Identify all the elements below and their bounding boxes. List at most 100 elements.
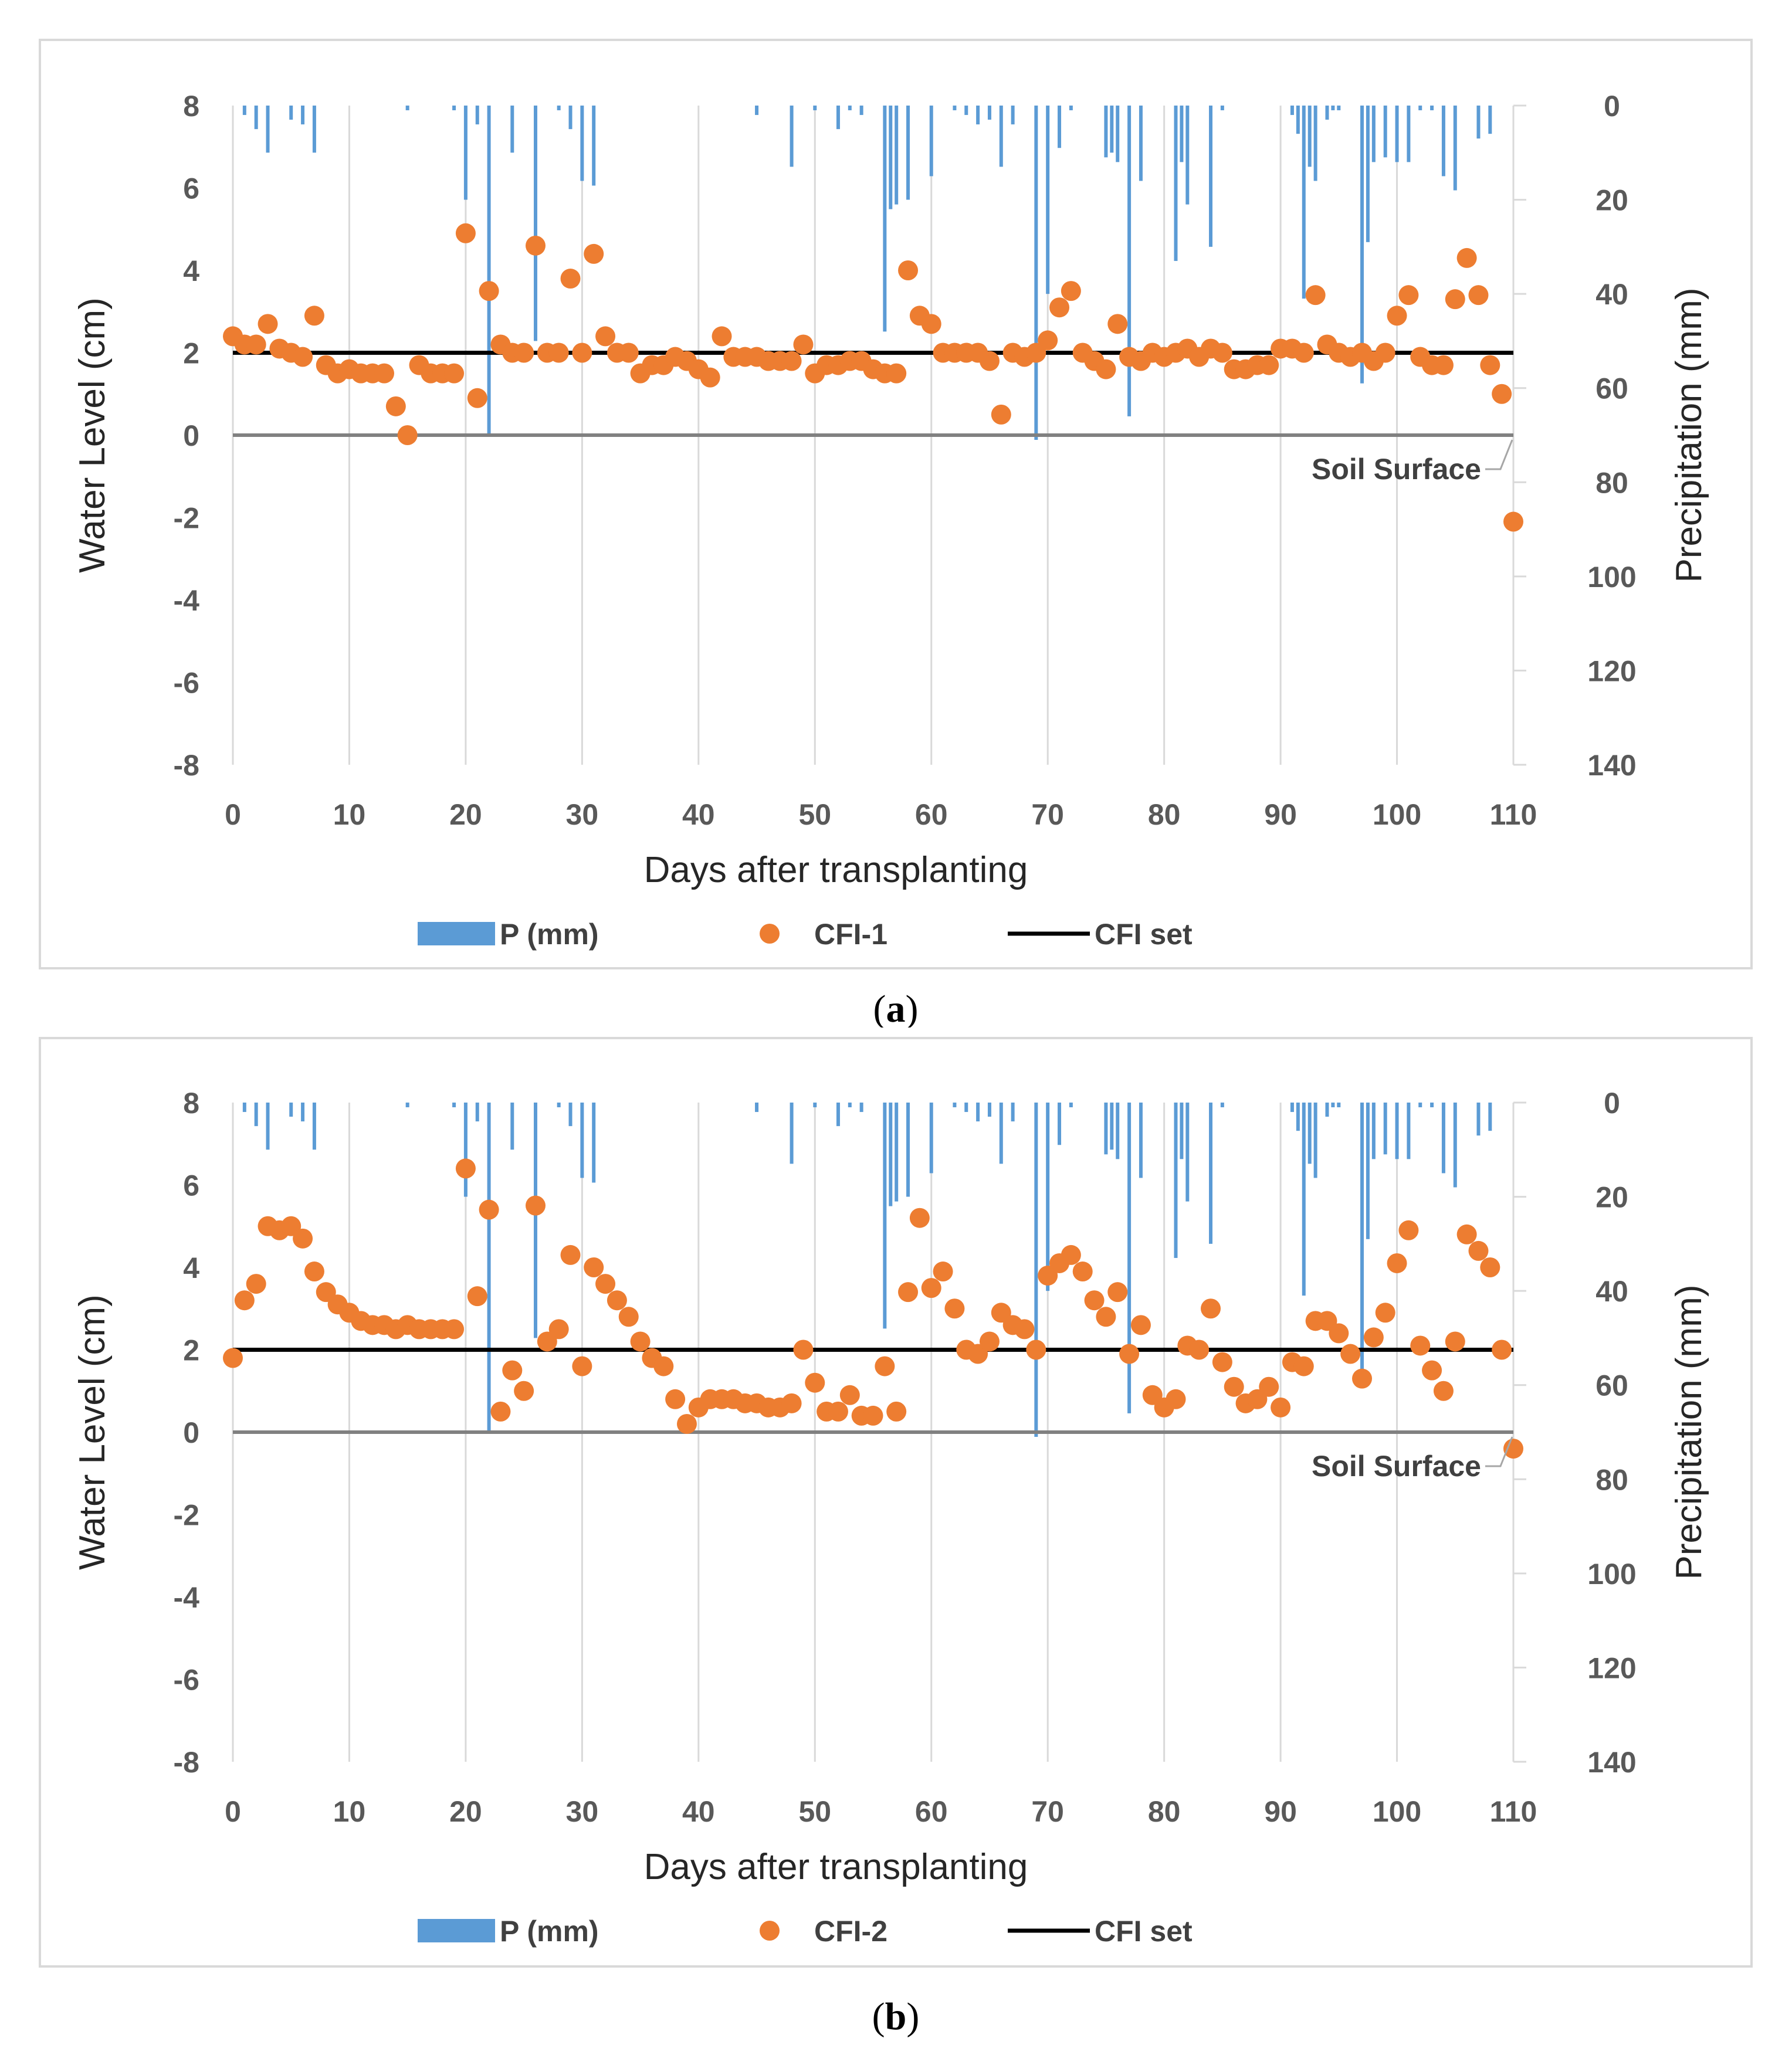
- y-tick-label: -8: [174, 1746, 199, 1779]
- data-point: [304, 1262, 324, 1282]
- precip-bar: [1331, 1103, 1335, 1108]
- data-point: [1329, 1323, 1349, 1344]
- data-point: [479, 281, 499, 301]
- y2-tick-label: 120: [1587, 655, 1636, 687]
- data-point: [1480, 355, 1500, 375]
- y2-tick-label: 0: [1604, 1087, 1620, 1120]
- data-point: [1061, 281, 1081, 301]
- precip-bar: [1104, 106, 1108, 158]
- y2-tick-label: 60: [1595, 372, 1628, 405]
- precip-bar: [1453, 106, 1457, 191]
- water-level-points: [223, 1158, 1523, 1459]
- precip-bar: [1383, 1103, 1387, 1155]
- y2-tick-label: 140: [1587, 1746, 1636, 1779]
- x-tick-label: 90: [1264, 798, 1297, 831]
- data-point: [1387, 306, 1407, 326]
- precip-bar: [1302, 106, 1306, 299]
- precip-bar: [242, 106, 246, 116]
- precip-bar: [889, 106, 893, 209]
- x-tick-label: 90: [1264, 1795, 1297, 1828]
- data-point: [700, 367, 720, 388]
- data-point: [595, 1274, 616, 1294]
- y-tick-label: 8: [183, 1087, 199, 1120]
- legend-set-label: CFI set: [1095, 1915, 1193, 1948]
- precip-bar: [964, 106, 968, 116]
- data-point: [781, 1393, 802, 1413]
- precip-bar: [1360, 106, 1364, 384]
- legend-point-label: CFI-2: [814, 1915, 887, 1948]
- precip-bar: [1313, 106, 1317, 181]
- y2-tick-label: 140: [1587, 749, 1636, 782]
- data-point: [1375, 342, 1395, 363]
- x-tick-label: 30: [566, 1795, 599, 1828]
- data-point: [548, 342, 569, 363]
- precip-bar: [557, 106, 561, 111]
- precip-bar: [1418, 1103, 1422, 1108]
- y-tick-label: 2: [183, 1334, 199, 1367]
- y2-tick-label: 60: [1595, 1369, 1628, 1402]
- precip-bar: [580, 1103, 584, 1178]
- precip-bar: [1011, 106, 1015, 125]
- precip-bar: [1180, 1103, 1184, 1159]
- legend-precip-label: P (mm): [500, 918, 599, 951]
- precip-bar: [1407, 106, 1411, 162]
- precip-bar: [889, 1103, 893, 1206]
- y-tick-label: -6: [174, 1664, 199, 1697]
- precip-bar: [1325, 106, 1329, 120]
- data-point: [584, 243, 604, 264]
- precip-bar: [1307, 1103, 1312, 1164]
- y2-tick-label: 0: [1604, 90, 1620, 123]
- data-point: [490, 1401, 511, 1422]
- data-point: [1212, 342, 1232, 363]
- precip-bar: [1430, 1103, 1434, 1108]
- water-level-points: [223, 223, 1523, 532]
- precip-bar: [1360, 1103, 1364, 1381]
- x-tick-label: 100: [1373, 1795, 1421, 1828]
- data-point: [1492, 384, 1512, 404]
- data-point: [781, 351, 802, 371]
- soil-surface-annotation: Soil Surface: [1312, 1436, 1513, 1483]
- precip-bar: [266, 106, 270, 153]
- data-point: [1072, 1262, 1093, 1282]
- precip-bar: [976, 1103, 980, 1122]
- precip-bar: [405, 1103, 409, 1108]
- precip-bar: [859, 106, 863, 116]
- x-tick-label: 40: [682, 798, 715, 831]
- data-point: [886, 1401, 907, 1422]
- y2-tick-label: 120: [1587, 1652, 1636, 1684]
- precip-bar: [463, 106, 468, 200]
- data-point: [514, 342, 534, 363]
- precip-bar: [1488, 106, 1492, 134]
- data-point: [1456, 1224, 1477, 1244]
- precip-bar: [1209, 1103, 1213, 1244]
- y2-tick-label: 20: [1595, 184, 1628, 217]
- precip-bar: [848, 106, 852, 111]
- data-point: [397, 425, 418, 445]
- precip-bar: [929, 106, 933, 177]
- data-point: [1130, 1315, 1151, 1335]
- data-point: [979, 1331, 1000, 1352]
- y-tick-label: 2: [183, 337, 199, 370]
- legend: P (mm) CFI-2 CFI set: [418, 1915, 1193, 1948]
- precip-bar: [1116, 106, 1120, 162]
- precip-bar: [906, 1103, 910, 1197]
- precip-bar: [452, 1103, 456, 1108]
- x-tick-label: 110: [1490, 798, 1537, 831]
- y-tick-label: -2: [174, 502, 199, 535]
- data-point: [1259, 355, 1279, 375]
- y-tick-label: -4: [174, 1581, 200, 1614]
- data-point: [1352, 1368, 1373, 1389]
- y-tick-label: 0: [183, 419, 199, 452]
- x-tick-label: 20: [449, 1795, 482, 1828]
- data-point: [246, 1274, 266, 1294]
- precip-bar: [1185, 1103, 1190, 1202]
- data-point: [514, 1381, 534, 1401]
- precip-bar: [1034, 1103, 1038, 1437]
- precip-bar: [1307, 106, 1312, 167]
- data-point: [525, 1195, 546, 1216]
- data-point: [991, 404, 1011, 425]
- x-tick-label: 0: [225, 798, 241, 831]
- data-point: [572, 342, 592, 363]
- data-point: [921, 314, 941, 334]
- precip-bar: [1441, 106, 1445, 177]
